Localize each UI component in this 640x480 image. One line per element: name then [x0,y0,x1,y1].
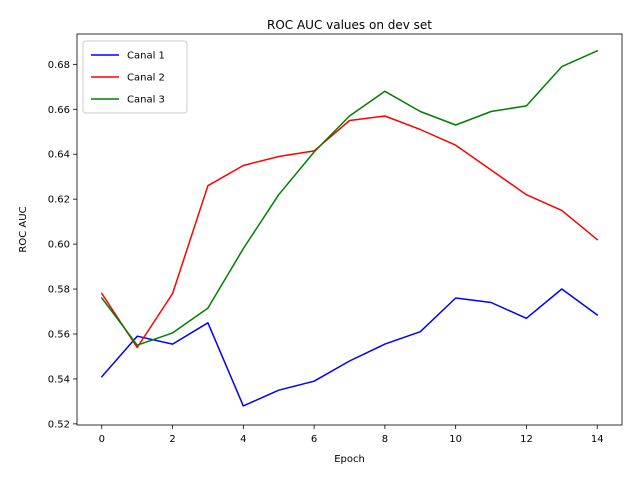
y-tick-label: 0.64 [48,150,70,161]
y-tick-label: 0.58 [48,285,70,296]
series-line-2 [100,115,599,349]
x-tick-label: 14 [591,434,604,445]
legend-label-2: Canal 2 [127,73,165,84]
series-layer [76,33,623,426]
legend-label-3: Canal 3 [127,95,165,106]
y-axis-title: ROC AUC [18,206,29,252]
y-tick-label: 0.54 [48,374,70,385]
x-tick-label: 6 [311,434,317,445]
x-tick-label: 10 [449,434,462,445]
axes-layer: 0 2 4 6 8 10 12 14 0.52 0.54 0.56 0.58 0.60 0.62 0.64 0… [48,60,604,445]
x-tick-label: 8 [382,434,388,445]
y-tick-label: 0.66 [48,105,70,116]
legend-box [82,40,188,114]
x-axis-title: Epoch [334,454,365,465]
y-tick-label: 0.52 [48,419,70,430]
chart-title: ROC AUC values on dev set [267,18,432,32]
y-tick-label: 0.60 [48,240,70,251]
legend: Canal 1 Canal 2 Canal 3 [82,40,188,114]
x-tick-label: 12 [520,434,533,445]
series-line-3 [100,49,599,346]
x-tick-label: 2 [169,434,175,445]
legend-label-1: Canal 1 [127,51,165,62]
y-tick-label: 0.68 [48,60,70,71]
x-tick-label: 4 [240,434,246,445]
x-tick-label: 0 [99,434,105,445]
series-line-1 [100,288,599,407]
plot-frame [76,33,623,426]
y-tick-label: 0.56 [48,329,70,340]
y-tick-label: 0.62 [48,195,70,206]
